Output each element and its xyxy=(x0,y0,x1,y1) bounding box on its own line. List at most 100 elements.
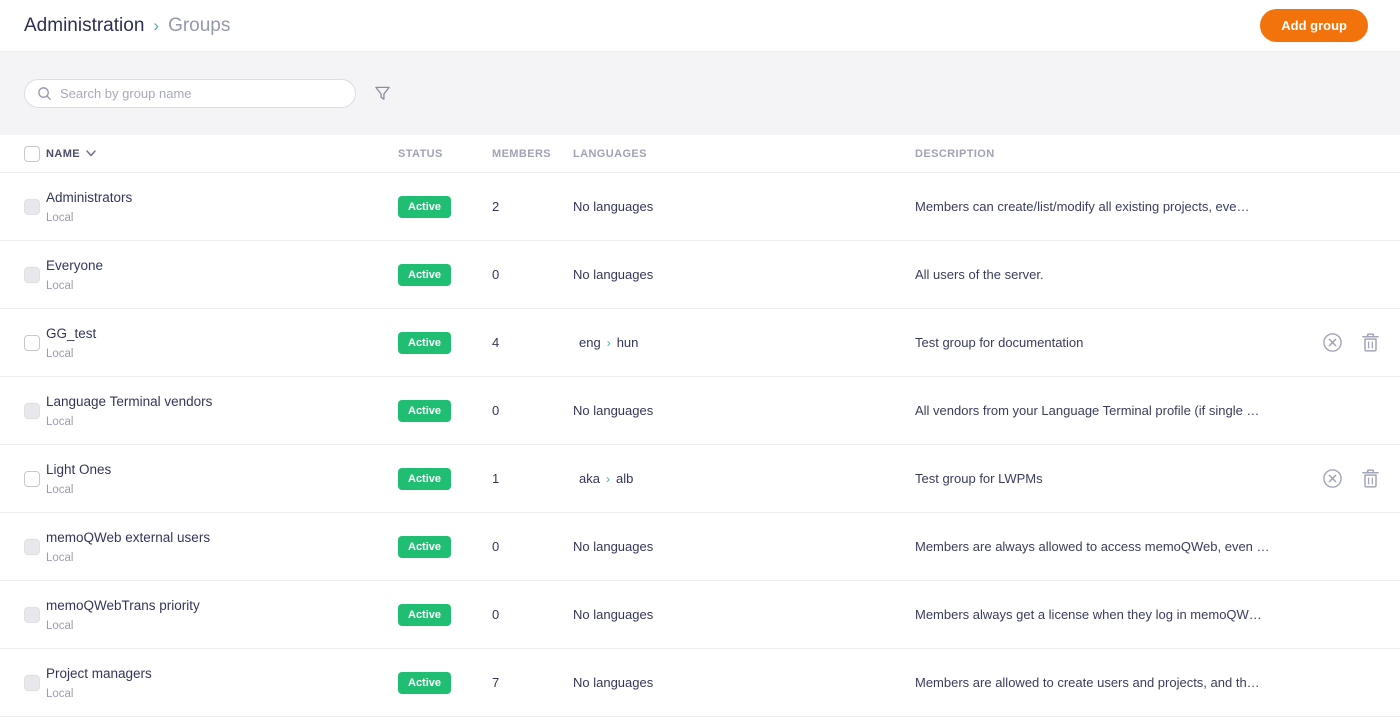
search-icon xyxy=(38,87,52,101)
page-header: Administration › Groups Add group xyxy=(0,0,1400,52)
group-name-cell: GG_test Local xyxy=(46,326,398,360)
add-group-button[interactable]: Add group xyxy=(1260,9,1368,42)
languages-cell: No languages xyxy=(573,267,915,282)
languages-text: No languages xyxy=(573,607,654,622)
row-checkbox xyxy=(24,606,40,623)
table-row[interactable]: GG_test Local Active 4 eng › hun Test gr… xyxy=(0,309,1400,377)
group-name[interactable]: Everyone xyxy=(46,257,104,273)
delete-group-trash-icon[interactable] xyxy=(1361,468,1380,489)
table-header: NAME STATUS MEMBERS LANGUAGES DESCRIPTIO… xyxy=(0,135,1400,173)
filter-funnel-icon[interactable] xyxy=(372,83,393,104)
status-badge: Active xyxy=(398,603,452,626)
members-count: 7 xyxy=(492,675,500,690)
group-name[interactable]: memoQWeb external users xyxy=(46,529,211,545)
row-actions xyxy=(1280,468,1380,489)
lang-source: eng xyxy=(579,335,601,350)
table-row[interactable]: memoQWebTrans priority Local Active 0 No… xyxy=(0,581,1400,649)
languages-cell: No languages xyxy=(573,675,915,690)
breadcrumb-administration[interactable]: Administration xyxy=(24,14,145,36)
column-header-description[interactable]: DESCRIPTION xyxy=(915,147,995,160)
group-name-cell: Light Ones Local xyxy=(46,462,398,496)
languages-text: No languages xyxy=(573,539,654,554)
delete-group-trash-icon[interactable] xyxy=(1361,332,1380,353)
group-type-label: Local xyxy=(46,687,74,700)
column-header-status[interactable]: STATUS xyxy=(398,147,443,160)
column-header-languages[interactable]: LANGUAGES xyxy=(573,147,647,160)
group-name[interactable]: Administrators xyxy=(46,189,133,205)
table-row[interactable]: memoQWeb external users Local Active 0 N… xyxy=(0,513,1400,581)
row-checkbox[interactable] xyxy=(24,470,40,487)
group-type-label: Local xyxy=(46,551,74,564)
deactivate-group-icon[interactable] xyxy=(1322,468,1343,489)
table-row[interactable]: Administrators Local Active 2 No languag… xyxy=(0,173,1400,241)
search-input[interactable] xyxy=(60,86,343,101)
row-checkbox xyxy=(24,674,40,691)
status-badge: Active xyxy=(398,263,452,286)
row-checkbox xyxy=(24,198,40,215)
group-name-cell: Administrators Local xyxy=(46,190,398,224)
group-type-label: Local xyxy=(46,483,74,496)
members-count: 1 xyxy=(492,471,500,486)
group-name[interactable]: Language Terminal vendors xyxy=(46,393,213,409)
group-description: Members are allowed to create users and … xyxy=(915,675,1260,690)
group-name-cell: Everyone Local xyxy=(46,258,398,292)
members-count: 0 xyxy=(492,403,500,418)
languages-text: No languages xyxy=(573,267,654,282)
members-count: 4 xyxy=(492,335,500,350)
group-description: All vendors from your Language Terminal … xyxy=(915,403,1260,418)
breadcrumb-groups: Groups xyxy=(168,14,231,36)
row-checkbox xyxy=(24,402,40,419)
status-cell: Active xyxy=(398,603,492,626)
column-header-name-label: NAME xyxy=(46,147,80,160)
group-type-label: Local xyxy=(46,211,74,224)
group-description: Test group for documentation xyxy=(915,335,1084,350)
status-cell: Active xyxy=(398,535,492,558)
group-name[interactable]: memoQWebTrans priority xyxy=(46,597,200,613)
group-name[interactable]: GG_test xyxy=(46,325,97,341)
column-header-name[interactable]: NAME xyxy=(46,148,398,160)
table-row[interactable]: Everyone Local Active 0 No languages All… xyxy=(0,241,1400,309)
filter-bar xyxy=(0,52,1400,135)
status-badge: Active xyxy=(398,535,452,558)
row-checkbox xyxy=(24,266,40,283)
status-cell: Active xyxy=(398,467,492,490)
status-cell: Active xyxy=(398,263,492,286)
status-cell: Active xyxy=(398,399,492,422)
table-row[interactable]: Light Ones Local Active 1 aka › alb Test… xyxy=(0,445,1400,513)
breadcrumb: Administration › Groups xyxy=(24,15,230,37)
languages-cell: No languages xyxy=(573,199,915,214)
table-row[interactable]: Language Terminal vendors Local Active 0… xyxy=(0,377,1400,445)
group-name[interactable]: Project managers xyxy=(46,665,152,681)
row-checkbox xyxy=(24,538,40,555)
group-type-label: Local xyxy=(46,279,74,292)
row-checkbox[interactable] xyxy=(24,334,40,351)
lang-pair-chevron-icon: › xyxy=(605,471,610,486)
column-header-members[interactable]: MEMBERS xyxy=(492,147,552,160)
group-name[interactable]: Light Ones xyxy=(46,461,112,477)
languages-cell: eng › hun xyxy=(573,335,915,350)
group-type-label: Local xyxy=(46,415,74,428)
sort-chevron-down-icon xyxy=(86,150,96,157)
select-all-checkbox[interactable] xyxy=(24,145,40,162)
group-description: Members can create/list/modify all exist… xyxy=(915,199,1250,214)
breadcrumb-separator-icon: › xyxy=(153,16,160,35)
lang-target: hun xyxy=(616,335,639,350)
table-row[interactable]: Project managers Local Active 7 No langu… xyxy=(0,649,1400,717)
deactivate-group-icon[interactable] xyxy=(1322,332,1343,353)
status-badge: Active xyxy=(398,195,452,218)
group-description: Test group for LWPMs xyxy=(915,471,1043,486)
row-actions xyxy=(1280,332,1380,353)
members-count: 2 xyxy=(492,199,500,214)
members-count: 0 xyxy=(492,607,500,622)
lang-target: alb xyxy=(615,471,634,486)
group-description: All users of the server. xyxy=(915,267,1044,282)
group-name-cell: Project managers Local xyxy=(46,666,398,700)
languages-text: No languages xyxy=(573,403,654,418)
group-description: Members always get a license when they l… xyxy=(915,607,1262,622)
status-cell: Active xyxy=(398,671,492,694)
languages-text: No languages xyxy=(573,199,654,214)
group-name-cell: memoQWeb external users Local xyxy=(46,530,398,564)
search-box[interactable] xyxy=(24,79,356,108)
group-name-cell: Language Terminal vendors Local xyxy=(46,394,398,428)
status-badge: Active xyxy=(398,671,452,694)
